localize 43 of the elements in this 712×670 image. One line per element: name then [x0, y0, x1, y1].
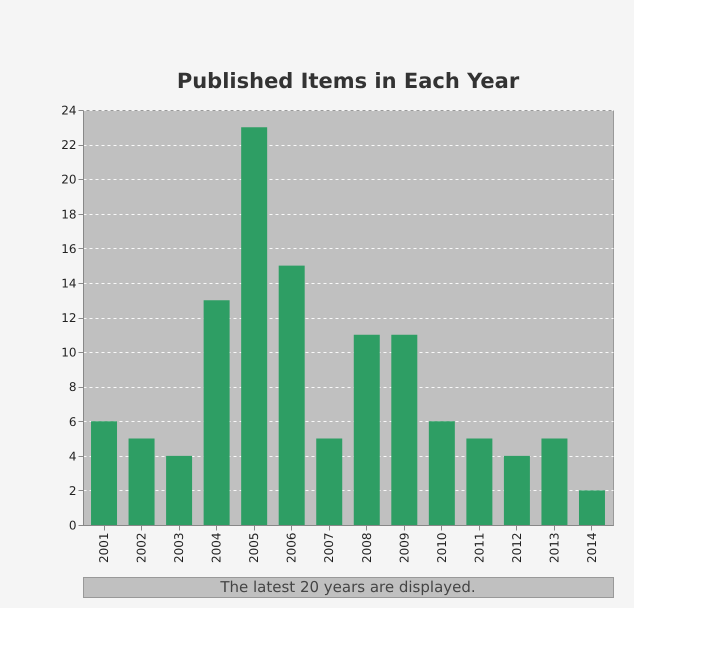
bar [278, 266, 305, 525]
x-tick-label: 2004 [210, 532, 224, 564]
x-tick-label: 2001 [97, 532, 112, 564]
bar [428, 421, 455, 525]
y-tick-label: 20 [61, 172, 76, 187]
bar [391, 334, 418, 525]
bar [541, 438, 568, 525]
y-tick-label: 14 [61, 276, 76, 290]
x-tick-label: 2008 [360, 532, 374, 564]
x-tick-label: 2002 [134, 532, 149, 564]
y-tick-label: 8 [68, 380, 76, 394]
x-tick-label: 2006 [284, 532, 299, 564]
bar [466, 438, 492, 525]
y-tick-label: 12 [61, 311, 76, 325]
x-tick-label: 2003 [172, 532, 186, 564]
y-tick-label: 24 [61, 104, 76, 118]
x-tick-label: 2007 [322, 532, 336, 564]
bar [241, 127, 268, 525]
x-tick-label: 2009 [397, 532, 412, 564]
x-tick-label: 2011 [472, 532, 486, 564]
chart-title: Published Items in Each Year [176, 69, 520, 93]
bar [578, 490, 605, 525]
y-tick-label: 22 [61, 138, 76, 152]
bar [354, 334, 380, 525]
bar [128, 438, 155, 525]
x-tick-label: 2014 [584, 532, 599, 564]
bar [316, 438, 342, 525]
bar [91, 421, 118, 525]
y-tick-label: 18 [61, 207, 76, 222]
y-tick-label: 2 [68, 484, 76, 498]
y-tick-label: 6 [68, 414, 76, 429]
x-tick-label: 2005 [247, 532, 262, 564]
y-tick-label: 0 [68, 518, 76, 532]
bar [166, 456, 192, 525]
y-tick-label: 10 [61, 346, 76, 360]
x-tick-label: 2010 [434, 532, 449, 564]
bar [504, 456, 530, 525]
x-tick-label: 2013 [547, 532, 562, 564]
y-tick-label: 4 [68, 449, 76, 464]
y-tick-label: 16 [61, 242, 76, 256]
text: The latest 20 years are displayed. [219, 578, 476, 596]
bar [204, 300, 230, 525]
x-tick-label: 2012 [510, 532, 524, 564]
